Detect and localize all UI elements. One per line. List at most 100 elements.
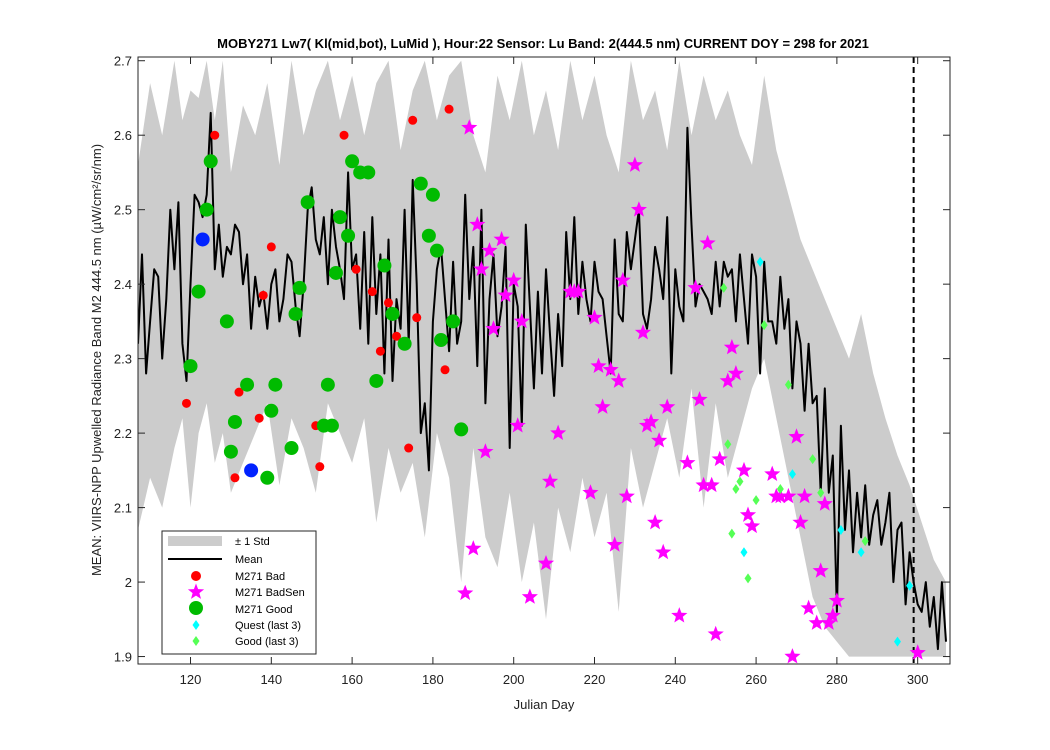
x-axis: 120 140 160 180 200 220 240 260 280 300 (180, 57, 929, 687)
good3-point (720, 282, 728, 293)
badsen-point (687, 279, 704, 295)
legend-label-quest: Quest (last 3) (235, 620, 301, 632)
badsen-point (671, 607, 688, 623)
badsen-point (614, 271, 631, 288)
badsen-point (634, 324, 652, 340)
badsen-point (808, 614, 825, 630)
good3-point (744, 573, 752, 584)
good-point (454, 422, 469, 437)
quest-point (837, 524, 845, 535)
y-tick-label: 2.2 (114, 426, 132, 441)
badsen-point (679, 454, 696, 470)
legend-swatch-std (168, 536, 222, 546)
good-point (377, 258, 392, 273)
x-tick-label: 300 (907, 672, 929, 687)
good3-point (752, 495, 760, 506)
good-point (284, 441, 299, 456)
badsen-point (909, 644, 926, 660)
badsen-point (643, 413, 660, 429)
good-point (240, 377, 255, 392)
legend-swatch-good (189, 601, 203, 615)
badsen-point (651, 432, 668, 448)
bad-point (408, 115, 418, 125)
highlight-point (195, 232, 210, 247)
y-tick-label: 2.7 (114, 54, 132, 69)
mean-line (138, 111, 947, 651)
badsen-point (626, 156, 643, 172)
badsen-point (570, 283, 587, 299)
badsen-point (711, 450, 728, 467)
good-point (429, 243, 444, 258)
good-point (219, 314, 234, 329)
good-point (413, 176, 428, 191)
good3-point (724, 439, 732, 450)
x-tick-label: 140 (260, 672, 282, 687)
good-point (341, 228, 356, 243)
badsen-point (509, 417, 526, 433)
badsen-point (764, 465, 781, 481)
bad-point (315, 462, 325, 472)
bad-point (339, 130, 349, 140)
blue-points (195, 232, 259, 478)
bad-point (266, 242, 276, 252)
good3-point (776, 483, 784, 494)
badsen-point (481, 242, 498, 258)
legend-label-badsen: M271 BadSen (235, 587, 305, 599)
good3-point (728, 528, 736, 539)
legend-swatch-bad (191, 571, 201, 581)
good-point (324, 418, 339, 433)
good3-point (760, 320, 768, 331)
bad-point (444, 104, 454, 114)
good-point (345, 154, 360, 169)
badsen-point (594, 398, 611, 414)
good-point (288, 306, 303, 321)
y-tick-label: 2.3 (114, 352, 132, 367)
badsen-point (485, 320, 502, 336)
badsen-point (602, 361, 619, 377)
quest-point (756, 256, 764, 267)
bad-point (412, 313, 422, 323)
y-tick-label: 2 (125, 575, 132, 590)
badsen-point (647, 514, 664, 530)
legend: ± 1 Std Mean M271 Bad M271 BadSen M271 G… (161, 530, 317, 655)
badsen-point (707, 625, 724, 642)
y-tick-label: 2.6 (114, 128, 132, 143)
badsen-point (828, 592, 845, 608)
legend-label-good3: Good (last 3) (235, 636, 299, 648)
good3-point (861, 536, 869, 547)
good3-point (732, 483, 740, 494)
x-tick-label: 280 (826, 672, 848, 687)
badsen-point (735, 461, 753, 478)
bad-point (375, 346, 385, 356)
badsen-point (695, 476, 712, 493)
badsen-point (820, 614, 837, 630)
legend-label-bad: M271 Bad (235, 571, 285, 583)
good-point (385, 306, 400, 321)
badsen-point (610, 372, 627, 388)
badsen-point (582, 484, 599, 500)
badsen-point (473, 260, 490, 277)
badsen-point (796, 487, 813, 504)
badsen-point (477, 443, 494, 459)
good-point (361, 165, 376, 180)
badsen-point (586, 309, 603, 325)
badsen-point (780, 487, 797, 504)
badsen-point (699, 234, 716, 251)
y-axis-label: MEAN: VIIRS-NPP Upwelled Radiance Band M… (89, 144, 104, 576)
badsen-point (505, 271, 522, 288)
badsen-point (691, 391, 708, 407)
plot-content (138, 57, 947, 664)
good3-point (817, 487, 825, 498)
badsen-point (537, 555, 555, 571)
legend-swatch-good3 (192, 636, 200, 646)
legend-box (161, 530, 317, 655)
bad-point (258, 290, 268, 300)
good-point (292, 280, 307, 295)
badsen-point (788, 428, 805, 444)
good3-point (809, 454, 817, 465)
good-point (332, 210, 347, 225)
x-tick-label: 120 (180, 672, 202, 687)
quest-point (906, 580, 914, 591)
badsen-point (659, 398, 676, 414)
